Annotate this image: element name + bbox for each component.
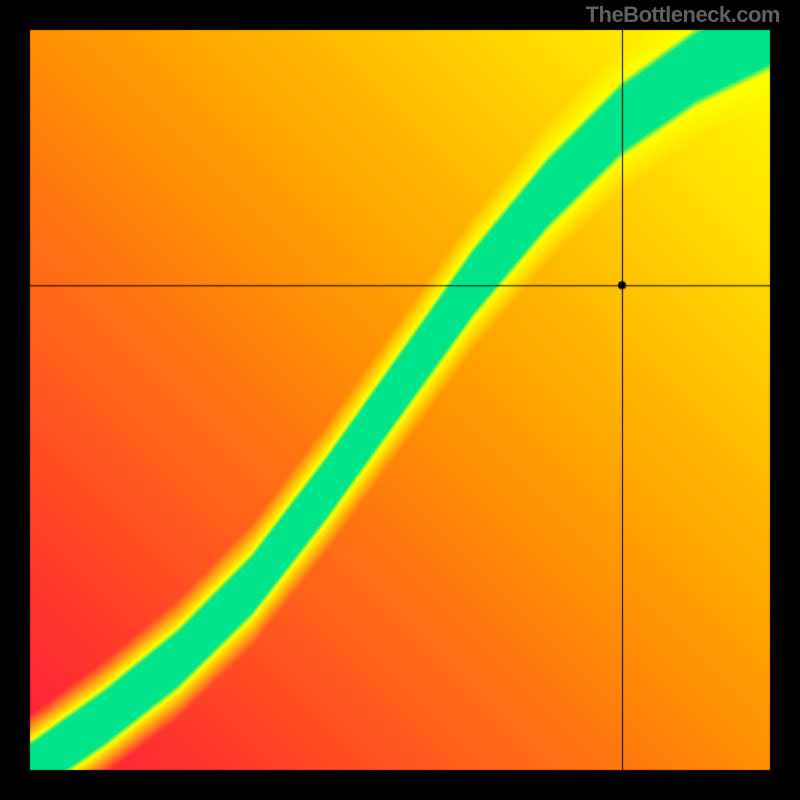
chart-container: TheBottleneck.com	[0, 0, 800, 800]
heatmap-canvas	[0, 0, 800, 800]
watermark-text: TheBottleneck.com	[586, 2, 780, 28]
